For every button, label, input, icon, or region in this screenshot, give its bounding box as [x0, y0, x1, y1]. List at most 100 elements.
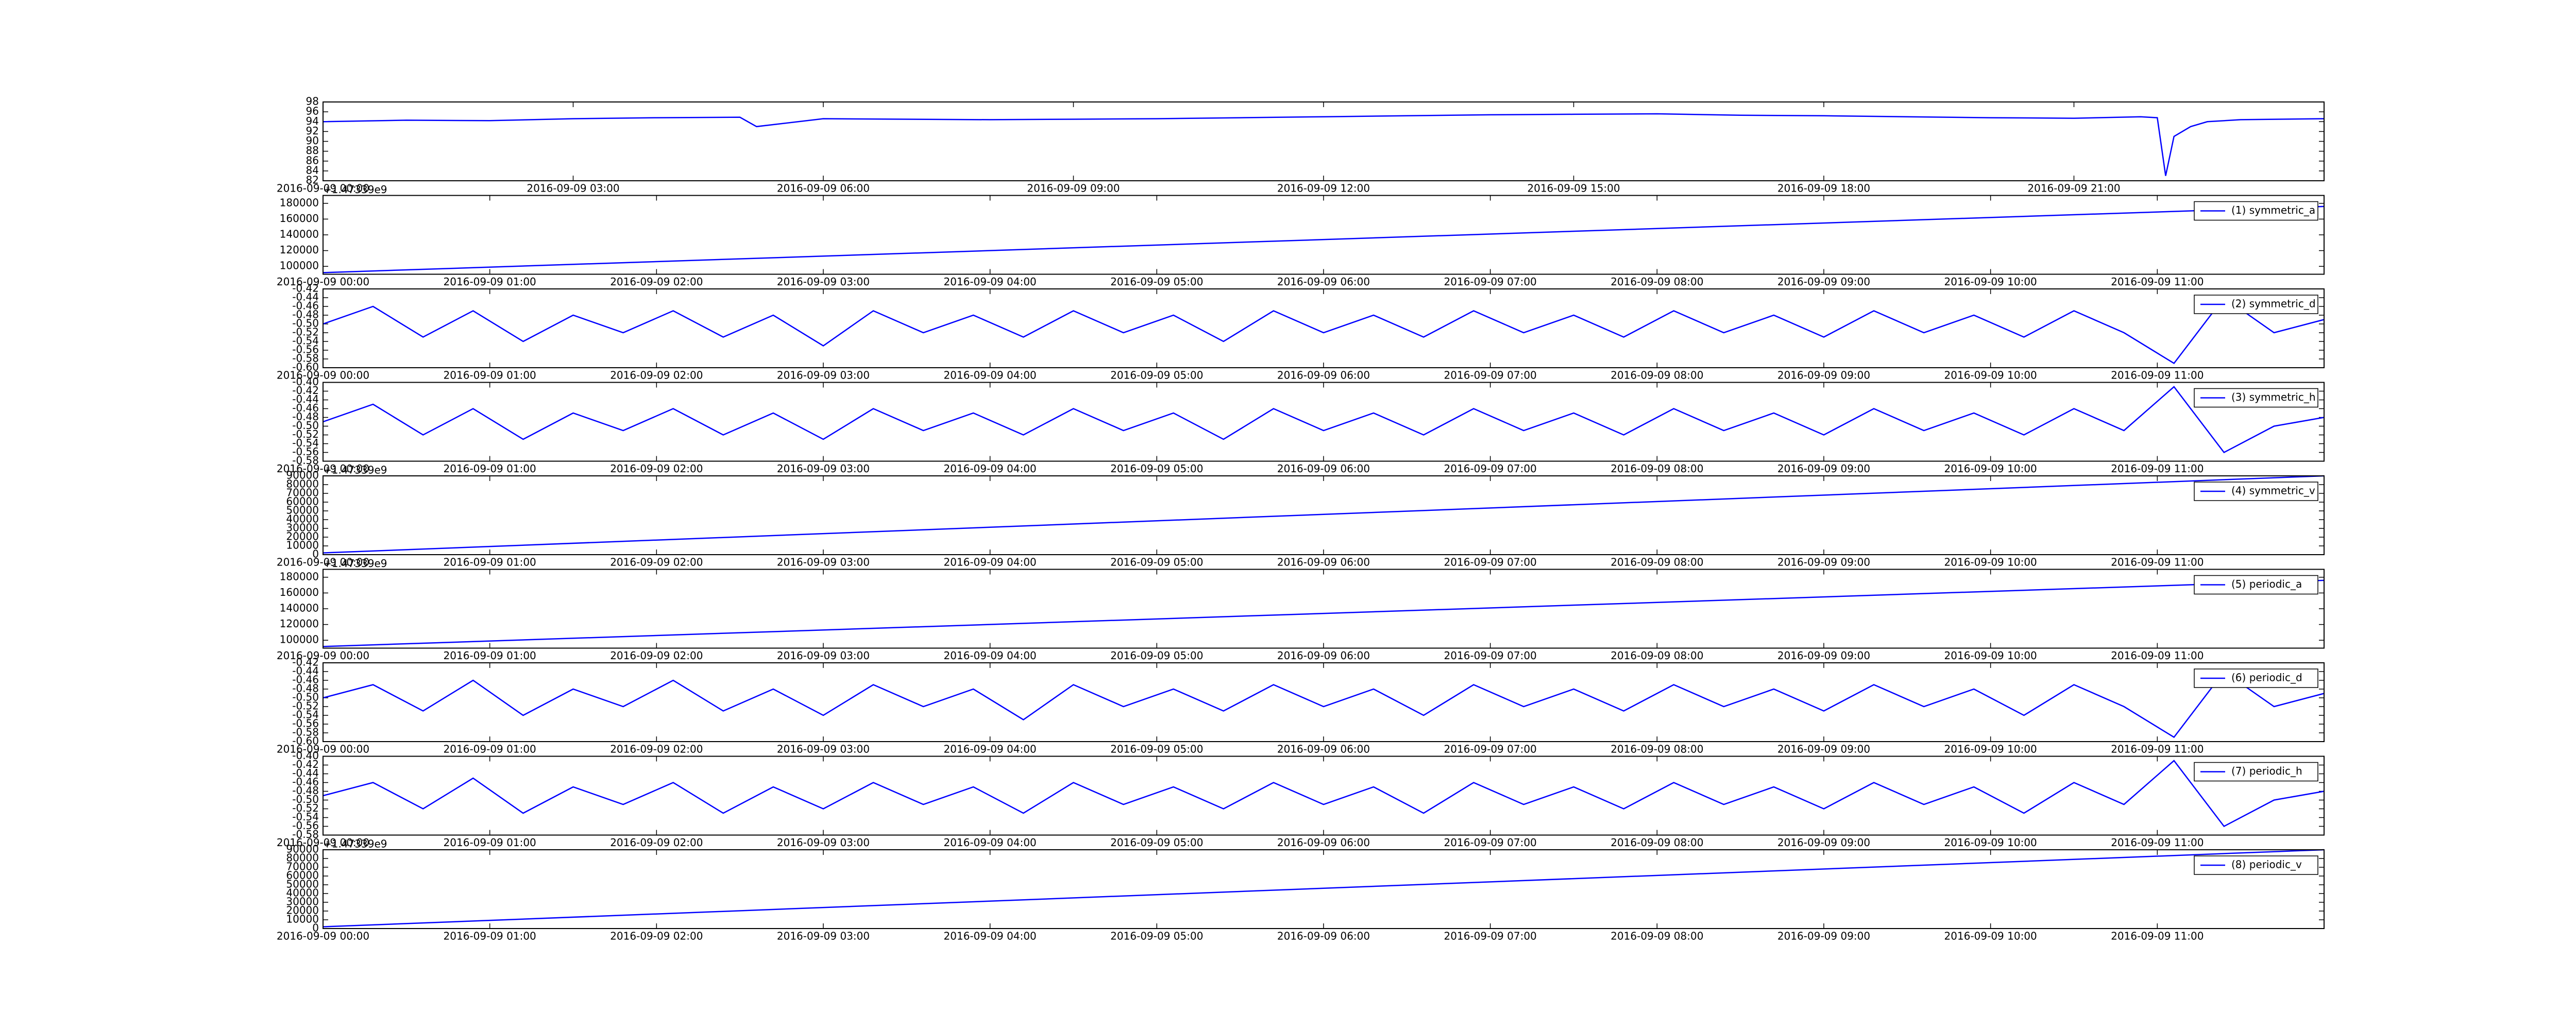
- x-tick-label: 2016-09-09 08:00: [1611, 743, 1703, 756]
- x-tick-label: 2016-09-09 06:00: [1277, 836, 1370, 849]
- x-tick-label: 2016-09-09 05:00: [1110, 276, 1203, 288]
- y-tick-label: 100000: [280, 260, 319, 272]
- y-tick-label: -0.44: [292, 665, 319, 677]
- offset-text: +1.47339e9: [323, 464, 387, 476]
- legend-label: (3) symmetric_h: [2231, 391, 2316, 403]
- data-line: [323, 671, 2325, 739]
- y-tick-label: 50000: [286, 878, 319, 890]
- subplot: 1000001200001400001600001800002016-09-09…: [277, 557, 2325, 662]
- y-tick-label: -0.54: [292, 811, 319, 823]
- x-tick-label: 2016-09-09 11:00: [2111, 930, 2204, 942]
- x-tick-label: 2016-09-09 10:00: [1944, 649, 2037, 662]
- y-tick-label: 90: [306, 134, 319, 147]
- x-tick-label: 2016-09-09 09:00: [1777, 649, 1870, 662]
- y-tick-label: -0.48: [292, 784, 319, 797]
- y-tick-label: 0: [312, 922, 319, 934]
- x-tick-label: 2016-09-09 09:00: [1777, 369, 1870, 382]
- x-tick-label: 2016-09-09 11:00: [2111, 836, 2204, 849]
- x-tick-label: 2016-09-09 06:00: [1277, 649, 1370, 662]
- x-tick-label: 2016-09-09 11:00: [2111, 462, 2204, 475]
- x-tick-label: 2016-09-09 04:00: [944, 462, 1037, 475]
- y-tick-label: 120000: [280, 244, 319, 256]
- y-tick-label: 180000: [280, 570, 319, 582]
- y-tick-label: -0.44: [292, 767, 319, 779]
- x-tick-label: 2016-09-09 05:00: [1110, 649, 1203, 662]
- y-tick-label: 50000: [286, 504, 319, 517]
- x-tick-label: 2016-09-09 07:00: [1444, 930, 1537, 942]
- x-tick-label: 2016-09-09 00:00: [277, 369, 369, 382]
- legend-label: (4) symmetric_v: [2231, 485, 2315, 497]
- x-tick-label: 2016-09-09 05:00: [1110, 369, 1203, 382]
- x-tick-label: 2016-09-09 08:00: [1611, 930, 1703, 942]
- y-tick-label: -0.50: [292, 691, 319, 703]
- y-tick-label: -0.58: [292, 454, 319, 467]
- x-tick-label: 2016-09-09 03:00: [777, 649, 870, 662]
- y-tick-label: 20000: [286, 904, 319, 917]
- x-tick-label: 2016-09-09 09:00: [1777, 556, 1870, 569]
- y-tick-label: -0.52: [292, 802, 319, 814]
- data-line: [323, 386, 2325, 454]
- x-tick-label: 2016-09-09 04:00: [944, 369, 1037, 382]
- x-tick-label: 2016-09-09 00:00: [277, 462, 369, 475]
- x-tick-label: 2016-09-09 06:00: [777, 182, 870, 195]
- x-tick-label: 2016-09-09 00:00: [277, 649, 369, 662]
- legend-label: (8) periodic_v: [2231, 859, 2302, 871]
- y-tick-label: 140000: [280, 228, 319, 241]
- plot-area: [323, 663, 2324, 742]
- y-tick-label: 84: [306, 164, 319, 176]
- x-tick-label: 2016-09-09 01:00: [444, 836, 536, 849]
- y-tick-label: -0.50: [292, 793, 319, 805]
- y-tick-label: 120000: [280, 617, 319, 630]
- y-tick-label: 96: [306, 105, 319, 117]
- x-tick-label: 2016-09-09 12:00: [1277, 182, 1370, 195]
- x-tick-label: 2016-09-09 05:00: [1110, 743, 1203, 756]
- x-tick-label: 2016-09-09 02:00: [610, 930, 703, 942]
- x-tick-label: 2016-09-09 21:00: [2027, 182, 2120, 195]
- legend-label: (5) periodic_a: [2231, 578, 2302, 590]
- x-tick-label: 2016-09-09 02:00: [610, 743, 703, 756]
- y-tick-label: 92: [306, 125, 319, 137]
- y-tick-label: 90000: [286, 469, 319, 482]
- x-tick-label: 2016-09-09 02:00: [610, 276, 703, 288]
- y-tick-label: -0.60: [292, 361, 319, 373]
- x-tick-label: 2016-09-09 03:00: [777, 743, 870, 756]
- plot-area: [323, 382, 2324, 461]
- axes-frame: [323, 849, 2325, 929]
- x-tick-label: 2016-09-09 10:00: [1944, 930, 2037, 942]
- x-tick-label: 2016-09-09 08:00: [1611, 369, 1703, 382]
- x-tick-label: 2016-09-09 09:00: [1777, 836, 1870, 849]
- x-tick-label: 2016-09-09 03:00: [777, 369, 870, 382]
- data-line: [323, 475, 2325, 554]
- y-tick-label: -0.44: [292, 291, 319, 303]
- offset-text: +1.47339e9: [323, 838, 387, 850]
- x-tick-label: 2016-09-09 07:00: [1444, 462, 1537, 475]
- y-tick-label: -0.42: [292, 758, 319, 770]
- axes-frame: [323, 101, 2325, 181]
- legend-label: (7) periodic_h: [2231, 765, 2302, 777]
- x-tick-label: 2016-09-09 09:00: [1777, 276, 1870, 288]
- offset-text: +1.47339e9: [323, 557, 387, 570]
- x-tick-label: 2016-09-09 05:00: [1110, 836, 1203, 849]
- y-tick-label: 30000: [286, 896, 319, 908]
- plot-area: [323, 102, 2324, 181]
- y-tick-label: 60000: [286, 869, 319, 882]
- x-tick-label: 2016-09-09 09:00: [1777, 462, 1870, 475]
- y-tick-label: 90000: [286, 843, 319, 855]
- y-tick-label: 82: [306, 174, 319, 186]
- x-tick-label: 2016-09-09 07:00: [1444, 556, 1537, 569]
- x-tick-label: 2016-09-09 11:00: [2111, 743, 2204, 756]
- x-tick-label: 2016-09-09 10:00: [1944, 556, 2037, 569]
- subplot: -0.58-0.56-0.54-0.52-0.50-0.48-0.46-0.44…: [277, 749, 2325, 849]
- y-tick-label: 100000: [280, 633, 319, 646]
- y-tick-label: -0.52: [292, 428, 319, 440]
- y-tick-label: 30000: [286, 522, 319, 534]
- legend-label: (1) symmetric_a: [2231, 204, 2315, 216]
- y-tick-label: -0.54: [292, 437, 319, 449]
- data-line: [323, 297, 2325, 365]
- y-tick-label: 40000: [286, 513, 319, 525]
- y-tick-label: 70000: [286, 861, 319, 873]
- x-tick-label: 2016-09-09 04:00: [944, 649, 1037, 662]
- y-tick-label: -0.50: [292, 317, 319, 330]
- y-tick-label: 40000: [286, 887, 319, 899]
- axes-frame: [323, 195, 2325, 275]
